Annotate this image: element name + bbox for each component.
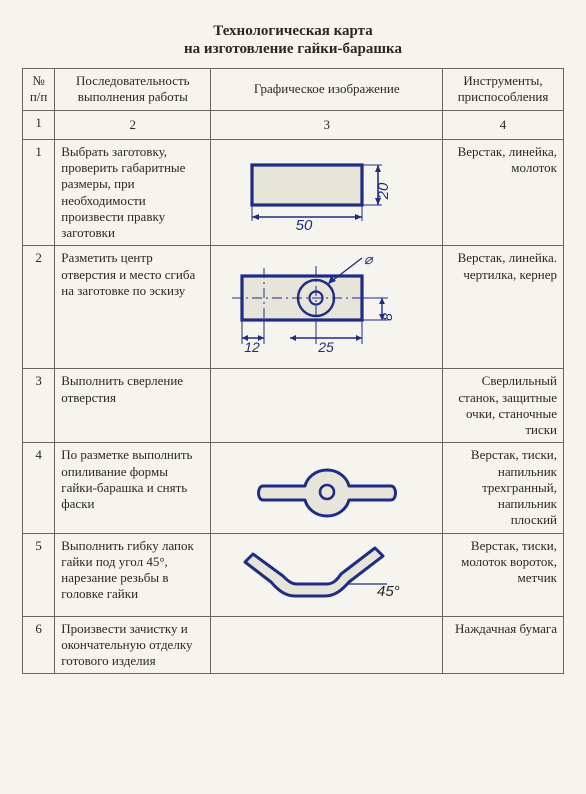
header-num: № п/п — [23, 69, 55, 111]
row-tools: Наждачная бумага — [443, 616, 564, 674]
header-graphic: Графическое изображение — [211, 69, 443, 111]
row-num: 2 — [23, 246, 55, 369]
diagram-wingnut-flat — [242, 456, 412, 520]
row-work: Разметить центр отверстия и место сгиба … — [55, 246, 211, 369]
row-graphic: ⌀ 12 25 8 — [211, 246, 443, 369]
row-graphic — [211, 616, 443, 674]
title-line1: Технологическая карта — [213, 23, 372, 39]
row-num: 4 — [23, 443, 55, 533]
row-graphic: 50 20 — [211, 139, 443, 246]
table-row: 5 Выполнить гибку лапок гайки под угол 4… — [23, 533, 564, 616]
colnum-3: 3 — [211, 110, 443, 139]
dim-b: 25 — [317, 339, 334, 355]
table-row: 6 Произвести зачистку и окончательную от… — [23, 616, 564, 674]
diagram-blank-rect: 50 20 — [232, 153, 422, 233]
dim-c: 8 — [379, 313, 395, 321]
row-tools: Сверлильный станок, защитные очки, стано… — [443, 369, 564, 443]
table-row: 2 Разметить центр отверстия и место сгиб… — [23, 246, 564, 369]
row-graphic: 45° — [211, 533, 443, 616]
table-row: 4 По разметке выполнить опиливание формы… — [23, 443, 564, 533]
row-work: Выполнить гибку лапок гайки под угол 45°… — [55, 533, 211, 616]
colnum-4: 4 — [443, 110, 564, 139]
row-num: 6 — [23, 616, 55, 674]
diagram-wingnut-bent: 45° — [237, 540, 417, 610]
process-table: № п/п Последовательность выполнения рабо… — [22, 68, 564, 674]
row-work: По разметке выполнить опиливание формы г… — [55, 443, 211, 533]
colnum-2: 2 — [55, 110, 211, 139]
header-row: № п/п Последовательность выполнения рабо… — [23, 69, 564, 111]
dim-w: 50 — [295, 217, 312, 233]
row-work: Произвести зачистку и окончательную отде… — [55, 616, 211, 674]
row-work: Выполнить сверление отверстия — [55, 369, 211, 443]
page-title: Технологическая карта на изготовление га… — [22, 22, 564, 58]
colnum-1: 1 — [23, 110, 55, 139]
row-num: 1 — [23, 139, 55, 246]
column-number-row: 1 2 3 4 — [23, 110, 564, 139]
row-tools: Верстак, тиски, молоток вороток, метчик — [443, 533, 564, 616]
row-tools: Верстак, линейка. чертилка, кернер — [443, 246, 564, 369]
diagram-marked-rect: ⌀ 12 25 8 — [222, 252, 432, 362]
title-line2: на изготовление гайки-барашка — [184, 41, 402, 57]
dim-angle: 45° — [377, 583, 400, 600]
row-graphic — [211, 369, 443, 443]
row-work: Выбрать заготовку, проверить габаритные … — [55, 139, 211, 246]
table-row: 3 Выполнить сверление отверстия Сверлиль… — [23, 369, 564, 443]
dim-dia: ⌀ — [364, 252, 374, 267]
row-graphic — [211, 443, 443, 533]
row-tools: Верстак, линейка, молоток — [443, 139, 564, 246]
dim-h: 20 — [375, 182, 392, 200]
header-tools: Инструменты, приспособления — [443, 69, 564, 111]
header-work: Последовательность выполнения работы — [55, 69, 211, 111]
dim-a: 12 — [244, 339, 260, 355]
table-row: 1 Выбрать заготовку, проверить габаритны… — [23, 139, 564, 246]
row-tools: Верстак, тиски, напильник трехгранный, н… — [443, 443, 564, 533]
row-num: 3 — [23, 369, 55, 443]
row-num: 5 — [23, 533, 55, 616]
